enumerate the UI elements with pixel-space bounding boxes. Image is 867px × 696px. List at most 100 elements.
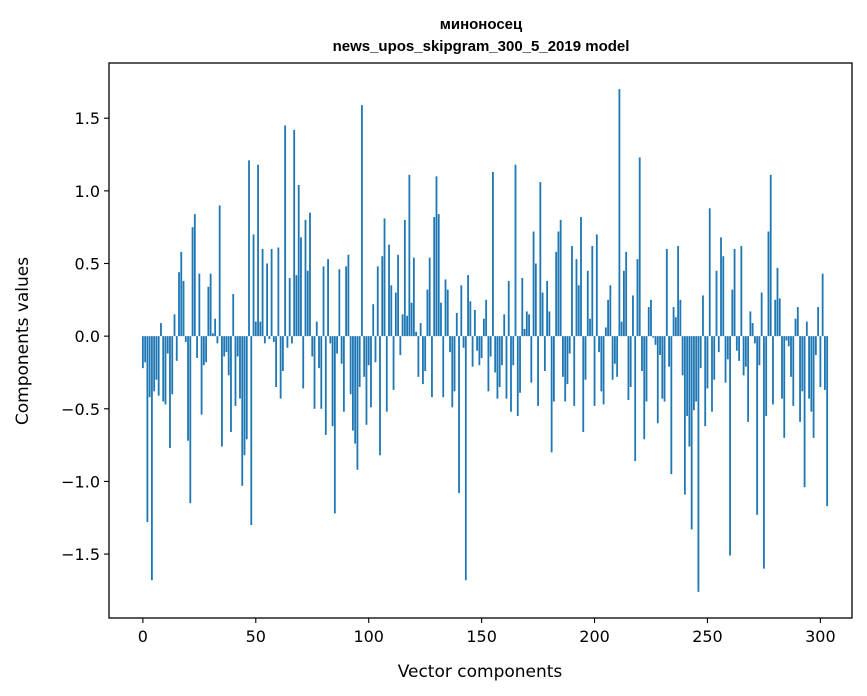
bar-45	[243, 336, 246, 456]
bar-191	[573, 336, 576, 406]
bar-217	[632, 295, 634, 337]
bar-57	[270, 248, 273, 337]
bar-52	[259, 321, 262, 337]
bar-302	[824, 336, 826, 390]
bar-66	[291, 336, 293, 344]
bar-123	[419, 323, 422, 337]
bar-17	[180, 251, 183, 337]
bar-24	[196, 336, 198, 358]
bar-121	[415, 331, 418, 337]
y-tick-label: 0.5	[75, 254, 100, 273]
bar-173	[532, 231, 535, 337]
chart-title-line-2: news_upos_skipgram_300_5_2019 model	[333, 38, 630, 55]
bar-36	[223, 336, 226, 357]
y-tick-label: 1.0	[75, 182, 100, 201]
bar-185	[559, 219, 562, 337]
bar-182	[552, 336, 555, 402]
bar-186	[562, 336, 564, 377]
bar-1	[144, 336, 147, 363]
bar-282	[778, 298, 781, 337]
bar-223	[645, 336, 648, 402]
x-axis-ticks: 0 50 100 150 200 250 300	[138, 618, 836, 646]
bar-175	[537, 336, 539, 406]
bar-138	[453, 336, 456, 392]
bar-169	[523, 328, 526, 337]
bar-81	[324, 336, 327, 435]
bar-101	[370, 336, 372, 408]
bar-298	[814, 336, 817, 356]
bar-155	[492, 171, 494, 337]
bar-21	[189, 336, 192, 504]
y-tick-label: 1.5	[75, 109, 100, 128]
bar-37	[225, 336, 228, 353]
bar-23	[193, 214, 196, 337]
bar-111	[392, 336, 395, 390]
bar-73	[306, 270, 309, 337]
bar-295	[808, 336, 810, 399]
bar-141	[460, 285, 463, 337]
bar-133	[442, 336, 445, 398]
y-axis-label: Components values	[13, 257, 33, 425]
bar-131	[437, 214, 440, 337]
bar-289	[794, 318, 797, 337]
bar-192	[575, 259, 578, 337]
bar-272	[756, 336, 759, 515]
bar-222	[643, 336, 646, 440]
bar-256	[720, 237, 722, 337]
bar-95	[356, 336, 359, 470]
bar-136	[449, 336, 451, 353]
bar-64	[286, 336, 289, 348]
bar-72	[304, 219, 307, 337]
bar-88	[340, 336, 343, 364]
bar-70	[300, 237, 302, 337]
bar-211	[618, 89, 621, 337]
bar-291	[799, 336, 801, 422]
bar-241	[686, 336, 689, 417]
bar-54	[263, 336, 266, 344]
bar-246	[697, 336, 700, 592]
bar-161	[505, 336, 508, 399]
bar-303	[826, 336, 829, 507]
bar-243	[690, 336, 693, 530]
bar-60	[277, 247, 280, 337]
bar-48	[250, 336, 253, 526]
bar-172	[530, 336, 533, 383]
bar-174	[534, 263, 537, 337]
bar-288	[792, 336, 795, 406]
bar-118	[408, 174, 411, 337]
bar-154	[489, 336, 492, 357]
bar-240	[683, 336, 686, 495]
bar-114	[399, 336, 402, 356]
bar-22	[191, 227, 194, 337]
bar-264	[738, 336, 740, 361]
bar-271	[753, 336, 756, 344]
bar-206	[607, 299, 609, 337]
bar-158	[498, 336, 501, 387]
bar-71	[302, 336, 305, 389]
bar-247	[699, 336, 702, 369]
y-axis-ticks: −1.5 −1.0 −0.5 0.0 0.5 1.0 1.5	[61, 109, 109, 564]
bar-159	[501, 336, 503, 366]
bar-7	[157, 336, 160, 396]
bar-281	[776, 267, 779, 337]
bar-96	[358, 336, 361, 387]
bar-162	[507, 280, 510, 337]
bar-142	[462, 336, 465, 348]
bar-184	[557, 231, 560, 337]
bar-197	[586, 270, 589, 337]
bar-178	[543, 336, 546, 372]
bar-110	[390, 285, 393, 337]
bar-75	[311, 336, 314, 357]
bar-156	[494, 336, 497, 373]
bar-224	[647, 307, 650, 337]
bar-6	[155, 336, 158, 380]
bar-229	[659, 336, 661, 356]
bar-250	[706, 336, 709, 389]
bar-117	[406, 315, 409, 337]
x-axis-label: Vector components	[398, 662, 563, 682]
bar-130	[435, 176, 438, 337]
bar-167	[519, 336, 521, 393]
bar-8	[160, 323, 162, 337]
bar-301	[821, 273, 824, 337]
bar-236	[674, 317, 677, 337]
